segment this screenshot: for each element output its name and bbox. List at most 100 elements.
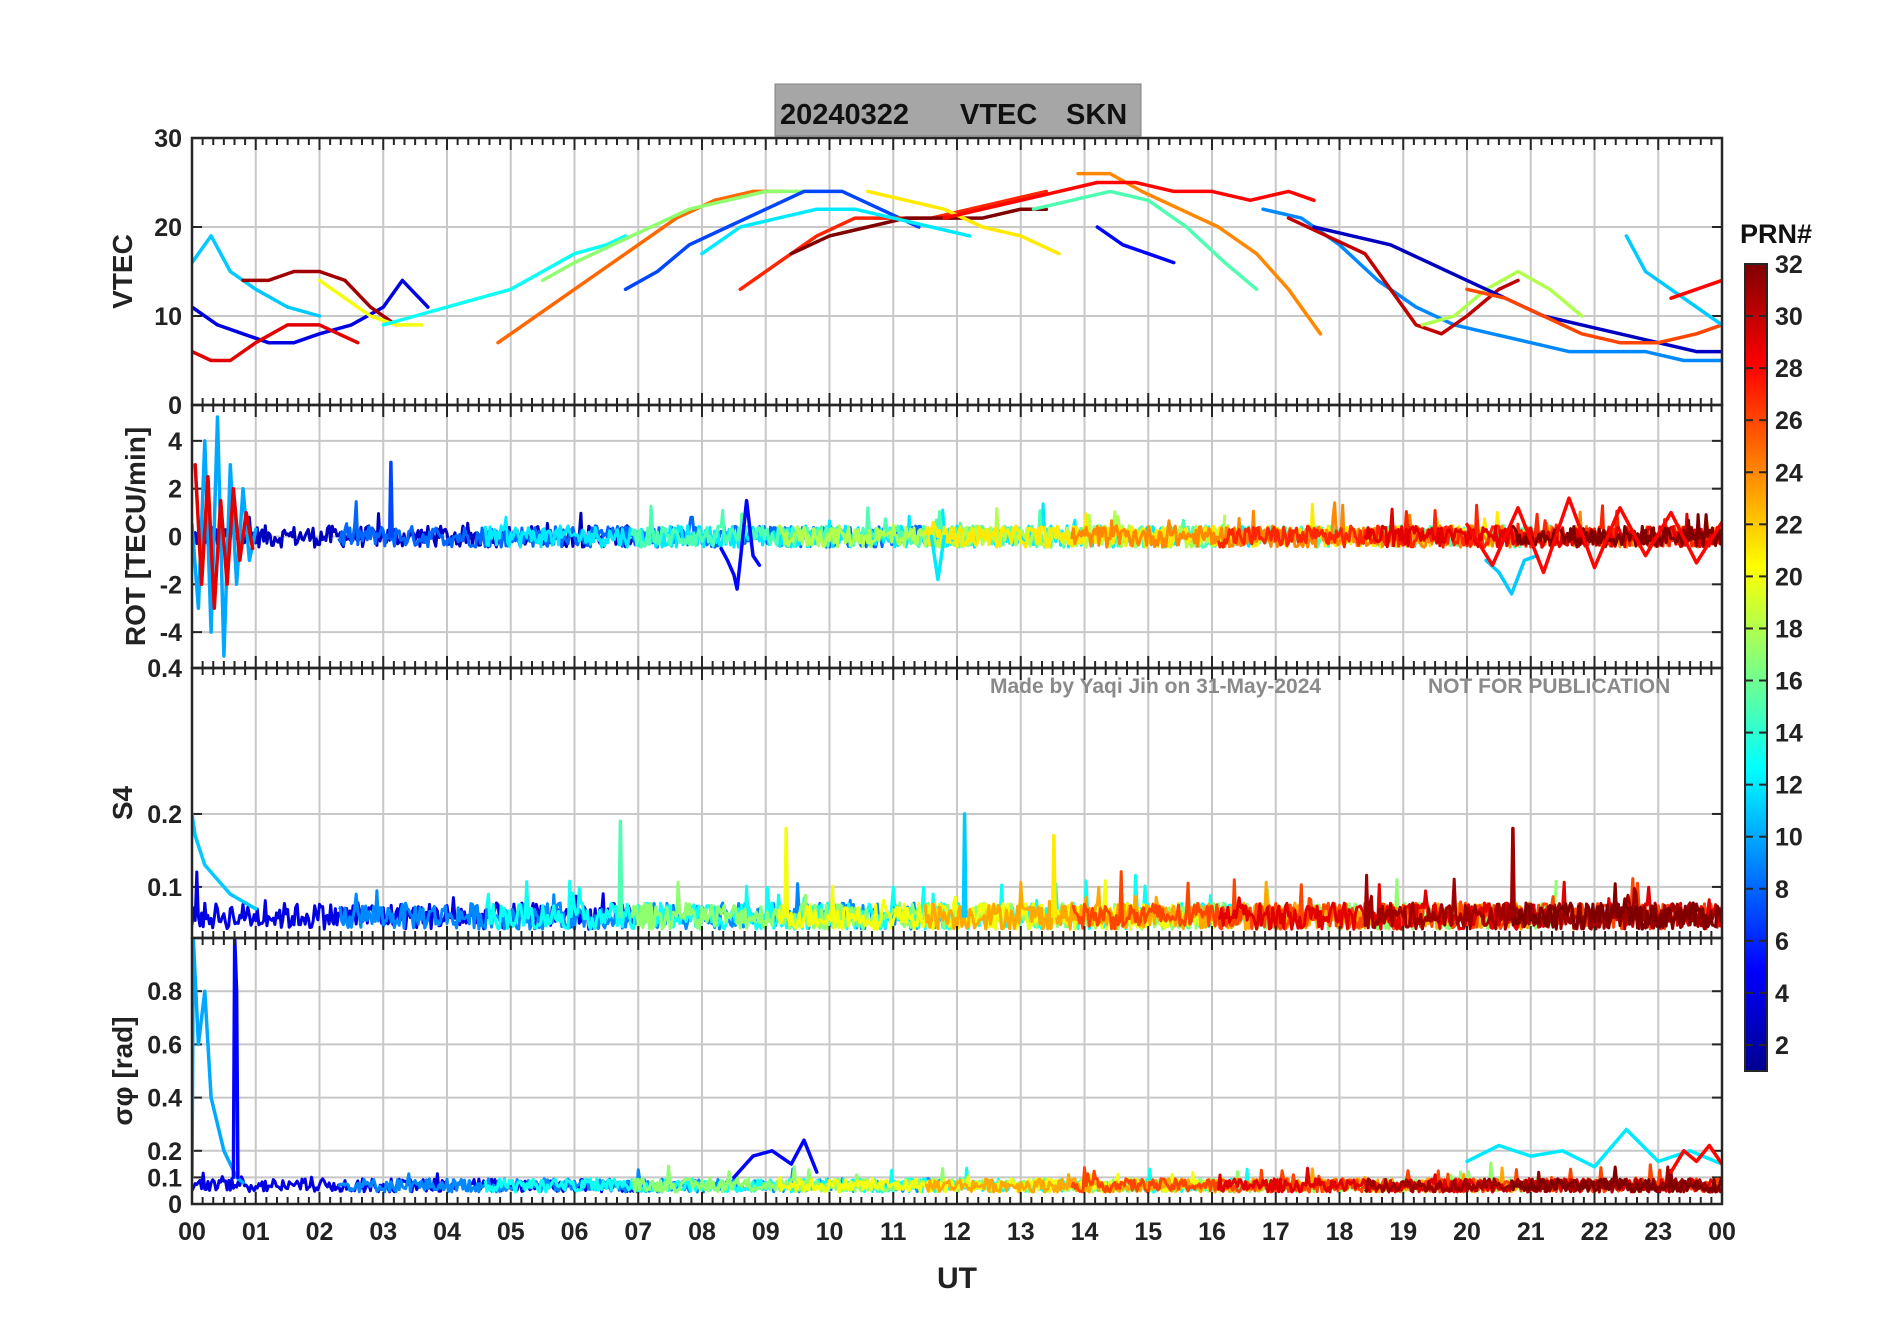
y-tick-label: 0.2 [147,1138,182,1166]
series-prn-28 [942,180,1316,220]
x-tick-label: 13 [1007,1218,1035,1246]
series-prn-11 [192,812,258,911]
y-tick-label: 2 [168,476,182,504]
colorbar-tick-label: 32 [1775,251,1803,279]
colorbar-tick-label: 18 [1775,615,1803,643]
y-axis-label: VTEC [107,234,138,309]
x-tick-label: 06 [561,1218,589,1246]
series-prn-15 [617,819,624,918]
series-prn-5 [719,498,762,591]
x-tick-label: 12 [943,1218,971,1246]
colorbar-tick-label: 20 [1775,563,1803,591]
x-axis-label: UT [937,1262,977,1295]
colorbar-tick-label: 6 [1775,928,1789,956]
noise-trace-prn-32 [1510,1165,1722,1194]
title-station: SKN [1066,99,1127,131]
y-tick-label: 0 [168,524,182,552]
colorbar-tick-label: 24 [1775,459,1803,487]
y-tick-label: 0.1 [147,1164,182,1192]
series-prn-20 [783,826,790,918]
x-tick-label: 03 [369,1218,397,1246]
y-tick-label: 0 [168,392,182,420]
y-tick-label: 10 [154,303,182,331]
series-prn-20 [317,278,424,327]
colorbar-tick-label: 4 [1775,980,1789,1008]
x-tick-label: 20 [1453,1218,1481,1246]
panel-rot: -4 -2 0 2 4 ROT [TECU/min] [120,403,1724,670]
y-tick-label: -2 [160,571,182,599]
series-group [192,812,1722,931]
y-tick-label: 4 [168,428,182,456]
series-prn-11 [1624,234,1722,327]
x-tick-label: 08 [688,1218,716,1246]
x-tick-label: 11 [880,1218,907,1246]
y-tick-label: 0.4 [147,1085,182,1113]
y-tick-label: 30 [154,125,182,153]
colorbar-tick-label: 8 [1775,876,1789,904]
series-prn-5 [231,938,240,1180]
y-axis-label: S4 [107,785,138,820]
panel-vtec: 0 10 20 30 VTEC [107,125,1724,420]
y-tick-label: 0.1 [147,874,182,902]
series-prn-31 [1509,826,1516,918]
colorbar-tick-label: 30 [1775,303,1803,331]
x-tick-label: 02 [306,1218,334,1246]
series-prn-13 [381,234,628,327]
title-quantity: VTEC [960,99,1037,131]
y-tick-label: 0.2 [147,801,182,829]
watermark-author: Made by Yaqi Jin on 31-May-2024 [990,675,1321,698]
colorbar-tick-label: 10 [1775,824,1803,852]
x-tick-label: 14 [1071,1218,1099,1246]
series-prn-11 [1484,553,1539,596]
x-tick-label: 04 [433,1218,461,1246]
y-tick-label: -4 [160,619,182,647]
x-tick-label: 23 [1644,1218,1672,1246]
watermark-notice: NOT FOR PUBLICATION [1428,675,1670,698]
colorbar-tick-label: 12 [1775,772,1803,800]
series-prn-12 [1465,1127,1722,1169]
title-box: 20240322 VTEC SKN [774,83,1142,137]
colorbar-tick-label: 16 [1775,668,1803,696]
colorbar-tick-label: 14 [1775,720,1803,748]
series-prn-28 [1669,278,1722,300]
series-prn-9 [1261,207,1722,363]
y-tick-label: 0 [168,1191,182,1219]
colorbar-title: PRN# [1740,219,1812,249]
colorbar-tick-label: 2 [1775,1032,1789,1060]
series-prn-29 [192,323,360,363]
series-prn-5 [1095,225,1176,265]
series-prn-4 [192,278,430,345]
title-date: 20240322 [780,99,909,131]
series-prn-29 [193,463,255,610]
series-prn-26 [1465,287,1722,345]
series-prn-5 [732,1138,819,1180]
series-prn-15 [1031,189,1259,292]
y-tick-label: 0.8 [147,978,182,1006]
x-tick-label: 10 [816,1218,844,1246]
x-tick-label: 05 [497,1218,525,1246]
colorbar-tick-label: 22 [1775,511,1803,539]
x-tick-label: 17 [1262,1218,1290,1246]
x-tick-label: 01 [242,1218,270,1246]
noise-trace-prn-32 [1510,882,1722,931]
series-prn-30 [1286,216,1520,336]
series-group [192,415,1722,658]
y-axis-label: σφ [rad] [107,1016,138,1125]
colorbar-gradient [1744,263,1768,1072]
x-tick-label: 16 [1198,1218,1226,1246]
y-axis-label: ROT [TECU/min] [120,427,151,646]
series-prn-32 [789,207,1049,256]
panel-sigma_phi: 00.10.2 0.4 0.6 0.8 σφ [rad] [107,936,1724,1219]
x-tick-label: 07 [624,1218,652,1246]
x-tick-label: 15 [1134,1218,1162,1246]
series-prn-12 [700,207,972,256]
series-prn-21 [1050,834,1057,918]
y-tick-label: 0.4 [147,655,182,683]
series-group [192,938,1722,1194]
x-tick-label: 22 [1581,1218,1609,1246]
series-prn-25 [496,189,787,345]
